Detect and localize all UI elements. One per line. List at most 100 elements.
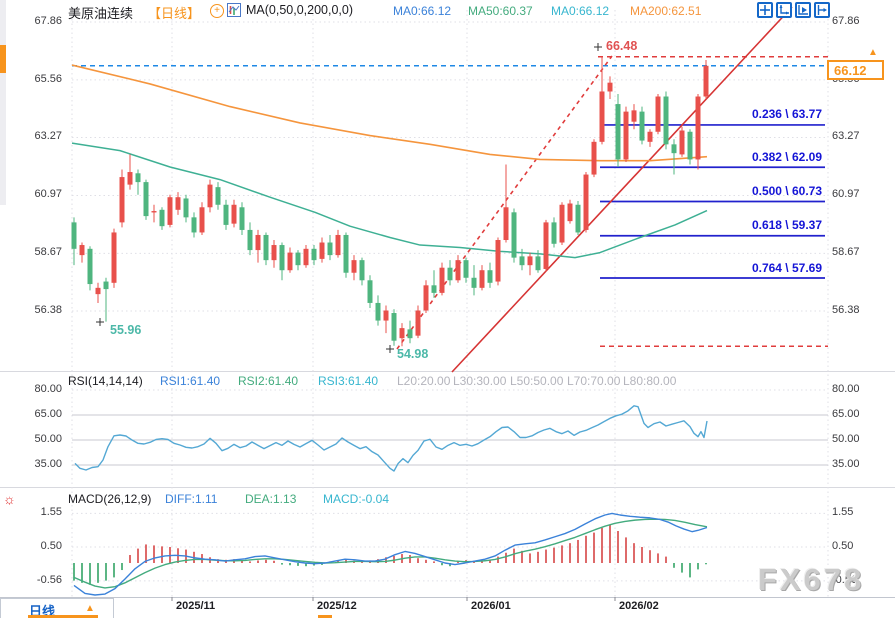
candle xyxy=(407,329,413,339)
y-axis-scale-icon[interactable] xyxy=(776,2,792,18)
candle xyxy=(215,187,221,205)
macd-tick: 0.50 xyxy=(40,540,62,552)
candle xyxy=(103,281,109,290)
candle xyxy=(471,277,477,288)
candle xyxy=(439,267,445,293)
candle xyxy=(631,110,637,122)
price-alert-arrow-icon: ▲ xyxy=(868,47,878,58)
low-price-label-1: 55.96 xyxy=(110,323,142,337)
rsi-l20: L20:20.00 xyxy=(397,374,451,388)
candle xyxy=(551,222,557,244)
x-axis-date: 2025/12 xyxy=(317,600,357,612)
indicator-sun-icon[interactable]: ☼ xyxy=(3,491,16,507)
rsi-l80: L80:80.00 xyxy=(623,374,677,388)
rsi-title[interactable]: RSI(14,14,14) xyxy=(68,374,143,388)
macd-tick: 1.55 xyxy=(832,506,854,518)
y-axis-tick: 63.27 xyxy=(34,130,62,142)
rsi-l50: L50:50.00 xyxy=(510,374,564,388)
candle xyxy=(71,222,77,249)
panel-separator xyxy=(0,487,895,488)
dea-line xyxy=(73,518,708,589)
period-selector-button[interactable]: 日线 ▲ xyxy=(0,598,114,619)
candle xyxy=(287,252,293,271)
candle xyxy=(311,248,317,261)
candle xyxy=(327,242,333,256)
y-axis-tick: 63.27 xyxy=(832,130,860,142)
macd-value: MACD:-0.04 xyxy=(323,492,390,506)
y-axis-tick: 60.97 xyxy=(832,188,860,200)
candle xyxy=(527,256,533,266)
candle xyxy=(559,204,565,243)
candle xyxy=(623,111,629,160)
footer-scrollbar-thumb[interactable] xyxy=(28,615,98,618)
macd-dea-value: DEA:1.13 xyxy=(245,492,297,506)
candle xyxy=(695,96,701,160)
x-axis-scale-icon[interactable] xyxy=(795,2,811,18)
ma-settings-label[interactable]: MA(0,50,0,200,0,0) xyxy=(246,3,354,17)
candle xyxy=(503,207,509,241)
ma50-value: MA50:60.37 xyxy=(468,4,533,18)
candle xyxy=(639,111,645,141)
candle xyxy=(247,229,253,251)
y-axis-tick: 65.56 xyxy=(34,73,62,85)
ma200-line xyxy=(71,64,708,162)
mini-kline-icon[interactable] xyxy=(227,3,241,17)
candle xyxy=(575,204,581,233)
candle xyxy=(519,256,525,266)
current-price-tag: 66.12 xyxy=(827,60,884,80)
candle xyxy=(647,131,653,142)
y-axis-tick: 67.86 xyxy=(34,15,62,27)
candle xyxy=(511,212,517,258)
candle xyxy=(599,91,605,142)
circled-plus-icon[interactable]: + xyxy=(210,4,224,18)
candle xyxy=(703,65,709,97)
candle xyxy=(479,270,485,288)
reset-axis-icon[interactable] xyxy=(814,2,830,18)
candle xyxy=(303,248,309,266)
left-scrollbar-track[interactable] xyxy=(0,0,6,205)
axis-separator xyxy=(0,597,895,598)
candle xyxy=(183,198,189,218)
left-scrollbar-thumb[interactable] xyxy=(0,45,6,73)
rsi-line xyxy=(74,405,708,472)
candle xyxy=(455,260,461,281)
candle xyxy=(127,172,133,185)
candle xyxy=(359,260,365,281)
candle xyxy=(431,285,437,293)
period-tag[interactable]: 【日线】 xyxy=(148,6,201,21)
rsi-tick: 65.00 xyxy=(34,408,62,420)
candle xyxy=(447,267,453,281)
candle xyxy=(591,141,597,175)
rsi-tick: 80.00 xyxy=(34,383,62,395)
macd-title[interactable]: MACD(26,12,9) xyxy=(68,492,152,506)
candle xyxy=(167,197,173,225)
candle xyxy=(135,173,141,183)
candle xyxy=(95,287,101,295)
candle xyxy=(79,245,85,256)
candle xyxy=(239,207,245,230)
pan-icon[interactable] xyxy=(757,2,773,18)
candle xyxy=(87,248,93,285)
ma50-line xyxy=(71,142,708,259)
rsi2-value: RSI2:61.40 xyxy=(238,374,299,388)
candle xyxy=(367,280,373,303)
candle xyxy=(375,302,381,321)
x-axis-date: 2026/01 xyxy=(471,600,511,612)
candle xyxy=(199,207,205,233)
low-price-label-2: 54.98 xyxy=(397,347,429,361)
symbol-title: 美原油连续 xyxy=(68,6,134,21)
candle xyxy=(391,313,397,341)
candle xyxy=(583,174,589,230)
candle xyxy=(223,204,229,225)
rsi-tick: 50.00 xyxy=(34,433,62,445)
candle xyxy=(615,104,621,160)
candle xyxy=(399,328,405,339)
y-axis-tick: 58.67 xyxy=(34,246,62,258)
candle xyxy=(271,245,277,261)
candle xyxy=(343,234,349,273)
candle xyxy=(543,222,549,269)
x-axis-date: 2026/02 xyxy=(619,600,659,612)
candle xyxy=(423,285,429,311)
